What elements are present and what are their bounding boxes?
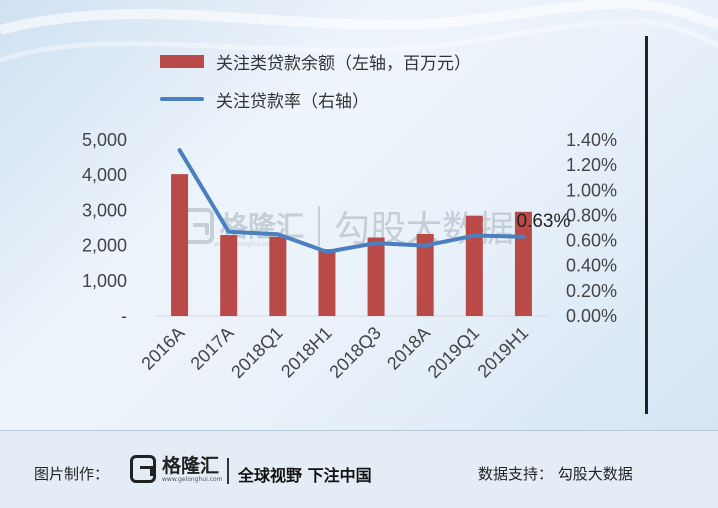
footer: 图片制作： 格隆汇 www.gelonghui.com 全球视野 下注中国 数据…	[0, 431, 718, 508]
vertical-divider	[645, 36, 648, 414]
footer-separator	[227, 458, 229, 484]
legend-swatch-bar	[160, 54, 204, 68]
right-axis-tick-label: 0.00%	[566, 306, 617, 326]
bar	[465, 215, 483, 316]
legend-item-bar: 关注类贷款余额（左轴，百万元）	[160, 48, 471, 74]
line-series	[177, 148, 526, 254]
footer-divider	[0, 430, 718, 431]
bar	[318, 249, 336, 316]
footer-data-support: 数据支持： 勾股大数据	[478, 465, 633, 483]
footer-logo-text: 格隆汇	[162, 454, 220, 477]
right-axis-tick-label: 0.80%	[566, 205, 617, 225]
left-axis-tick-label: 3,000	[82, 200, 127, 220]
bar	[367, 237, 385, 316]
background-wave-decoration	[0, 0, 718, 63]
right-axis-tick-label: 1.20%	[566, 155, 617, 175]
left-axis-tick-label: -	[121, 306, 127, 326]
bar	[269, 236, 287, 316]
footer-logo-sub: www.gelonghui.com	[162, 475, 223, 483]
data-label-annotation: 0.63%	[517, 211, 571, 232]
right-axis-tick-label: 0.60%	[566, 231, 617, 251]
x-axis-tick-label: 2018H1	[277, 323, 336, 382]
footer-credit-label: 图片制作：	[34, 465, 110, 483]
right-axis-tick-label: 0.40%	[566, 256, 617, 276]
x-axis-tick-label: 2018Q3	[325, 323, 384, 382]
x-axis-tick-label: 2019H1	[474, 323, 533, 382]
right-axis-tick-label: 1.40%	[566, 130, 617, 150]
footer-logo: 格隆汇 www.gelonghui.com	[130, 455, 223, 483]
watermark-separator	[318, 206, 321, 246]
watermark-logo-sub: www.gelonghui.com	[214, 240, 275, 248]
left-axis-tick-label: 1,000	[82, 271, 127, 291]
right-axis-tick-label: 1.00%	[566, 180, 617, 200]
x-axis-tick-label: 2018Q1	[227, 323, 286, 382]
left-axis-tick-label: 2,000	[82, 236, 127, 256]
bar	[220, 235, 238, 316]
footer-slogan: 全球视野 下注中国	[238, 466, 372, 485]
chart-plot: - 1,000 2,000 3,000 4,000 5,000 0.00% 0.20% 0.40…	[82, 130, 617, 382]
bar	[416, 233, 434, 316]
left-axis-tick-label: 5,000	[82, 130, 127, 150]
x-axis-tick-label: 2019Q1	[424, 323, 483, 382]
legend-label-line: 关注贷款率（右轴）	[216, 91, 369, 112]
x-axis-tick-label: 2016A	[137, 323, 188, 374]
legend-swatch-line	[160, 97, 204, 101]
gelonghui-logo-icon	[130, 455, 156, 483]
legend: 关注类贷款余额（左轴，百万元） 关注贷款率（右轴）	[160, 48, 471, 124]
left-axis-tick-label: 4,000	[82, 165, 127, 185]
legend-label-bar: 关注类贷款余额（左轴，百万元）	[216, 53, 471, 74]
bar	[171, 174, 189, 316]
legend-item-line: 关注贷款率（右轴）	[160, 86, 471, 112]
chart-background	[0, 0, 718, 430]
right-axis-tick-label: 0.20%	[566, 281, 617, 301]
